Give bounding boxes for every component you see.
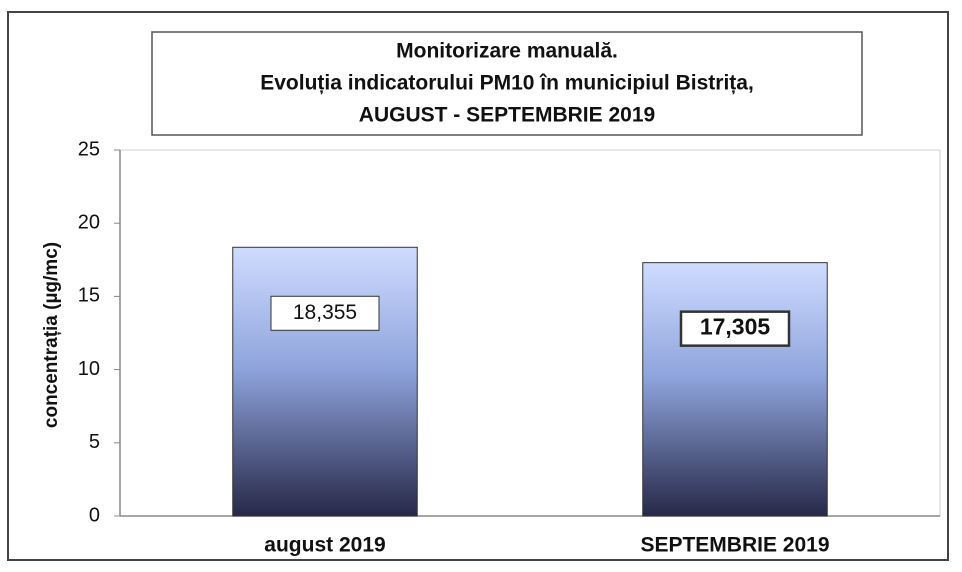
x-tick-label: august 2019 xyxy=(264,534,385,557)
y-tick-label: 5 xyxy=(89,431,100,453)
y-tick-label: 25 xyxy=(78,138,100,160)
x-tick-label: SEPTEMBRIE 2019 xyxy=(640,534,829,557)
bar xyxy=(642,262,828,517)
data-label-box xyxy=(679,310,791,347)
y-tick-label: 15 xyxy=(78,285,100,307)
data-label-box xyxy=(270,295,380,331)
y-axis-label: concentrația (µg/mc) xyxy=(41,242,62,428)
chart-title: Evoluția indicatorului PM10 în municipiu… xyxy=(260,72,754,95)
y-tick-label: 20 xyxy=(78,211,100,233)
chart-title: AUGUST - SEPTEMBRIE 2019 xyxy=(359,104,655,127)
y-tick-label: 0 xyxy=(89,504,100,526)
chart-title: Monitorizare manuală. xyxy=(396,40,618,63)
data-label: 18,355 xyxy=(293,301,357,324)
title-box xyxy=(151,31,863,136)
data-label: 17,305 xyxy=(700,314,771,340)
bar xyxy=(232,246,418,517)
y-tick-label: 10 xyxy=(78,358,100,380)
